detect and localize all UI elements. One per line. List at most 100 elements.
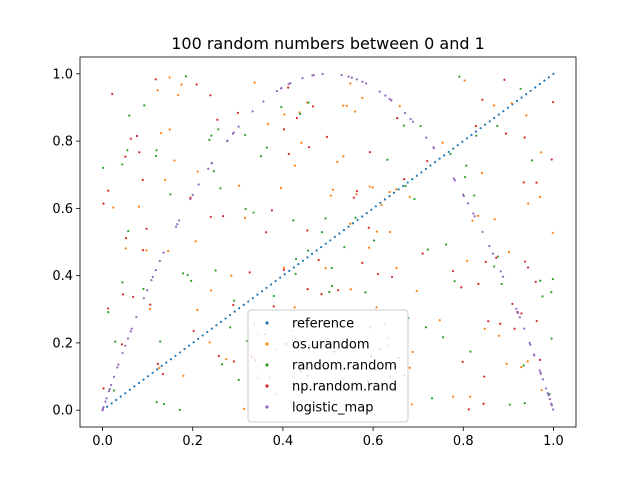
data-point-reference [361, 215, 364, 218]
data-point-random.random [531, 159, 534, 162]
data-point-np.random.rand [161, 372, 165, 376]
data-point-os.urandom [243, 216, 247, 219]
data-point-random.random [475, 134, 478, 137]
data-point-np.random.rand [156, 362, 159, 365]
data-point-reference [520, 96, 523, 99]
data-point-random.random [343, 246, 346, 249]
data-point-np.random.rand [222, 215, 225, 218]
data-point-np.random.rand [523, 260, 527, 263]
data-point-os.urandom [345, 104, 348, 107]
data-point-random.random [324, 217, 327, 220]
data-point-reference [269, 283, 273, 286]
data-point-np.random.rand [355, 190, 359, 193]
data-point-os.urandom [538, 195, 542, 199]
data-point-reference [320, 246, 323, 249]
data-point-np.random.rand [141, 248, 145, 252]
data-point-random.random [469, 350, 472, 353]
data-point-os.urandom [493, 218, 496, 221]
data-point-os.urandom [510, 102, 513, 105]
data-point-random.random [465, 164, 468, 167]
x-tick-label: 0.2 [182, 434, 203, 449]
data-point-os.urandom [349, 82, 352, 85]
data-point-os.urandom [415, 289, 418, 293]
data-point-os.urandom [408, 366, 411, 369]
data-point-logistic_map [151, 275, 154, 279]
data-point-reference [538, 82, 541, 86]
data-point-reference [447, 150, 450, 154]
data-point-random.random [114, 340, 117, 343]
data-point-np.random.rand [132, 295, 135, 298]
data-point-logistic_map [162, 251, 165, 254]
axis-ticks: 0.0 0.2 0.4 0.6 0.8 1.0 0.0 0.2 0.4 0.6 0.8 1.0 [52, 67, 563, 449]
data-point-random.random [449, 152, 452, 156]
data-point-os.urandom [353, 110, 357, 113]
data-point-reference [292, 266, 295, 269]
data-point-os.urandom [367, 246, 371, 249]
data-point-logistic_map [311, 74, 314, 77]
data-point-np.random.rand [520, 312, 523, 315]
data-point-random.random [307, 101, 310, 104]
data-point-logistic_map [287, 82, 290, 86]
data-point-reference [506, 106, 510, 109]
legend-label-np.random.rand: np.random.rand [292, 380, 397, 395]
data-point-reference [192, 341, 195, 344]
data-point-logistic_map [117, 363, 120, 366]
legend: reference os.urandom random.random np.rando… [247, 309, 409, 423]
data-point-random.random [523, 402, 526, 405]
data-point-reference [210, 327, 213, 330]
x-tick-label: 0.8 [453, 434, 474, 449]
data-point-reference [165, 361, 168, 364]
data-point-random.random [121, 281, 124, 284]
data-point-os.urandom [196, 170, 199, 173]
data-point-logistic_map [189, 198, 192, 201]
data-point-logistic_map [124, 344, 127, 347]
data-point-logistic_map [425, 136, 428, 139]
data-point-os.urandom [398, 105, 401, 108]
data-point-np.random.rand [390, 275, 394, 279]
data-point-logistic_map [550, 402, 553, 405]
data-point-logistic_map [518, 316, 521, 319]
data-point-logistic_map [515, 307, 518, 310]
data-point-logistic_map [411, 120, 415, 123]
data-point-os.urandom [282, 266, 286, 269]
data-point-reference [502, 110, 505, 113]
data-point-os.urandom [395, 266, 398, 270]
data-point-random.random [169, 193, 172, 196]
y-tick-label: 0.8 [52, 135, 73, 150]
data-point-reference [411, 178, 414, 181]
data-point-reference [301, 259, 305, 262]
data-point-random.random [220, 363, 224, 366]
data-point-os.urandom [349, 222, 352, 225]
data-point-random.random [102, 166, 105, 169]
data-point-np.random.rand [102, 387, 105, 390]
data-point-reference [515, 99, 519, 103]
data-point-logistic_map [102, 406, 105, 409]
data-point-logistic_map [158, 259, 161, 263]
data-point-reference [201, 334, 204, 337]
data-point-os.urandom [477, 214, 480, 217]
data-point-os.urandom [164, 178, 167, 181]
data-point-np.random.rand [192, 329, 195, 333]
data-point-random.random [500, 282, 503, 286]
data-point-logistic_map [301, 77, 304, 80]
data-point-reference [474, 130, 478, 133]
data-point-os.urandom [238, 184, 241, 187]
data-point-reference [119, 395, 122, 398]
data-point-os.urandom [159, 131, 163, 135]
data-point-logistic_map [538, 369, 541, 372]
data-point-random.random [181, 272, 185, 275]
x-tick-label: 0.0 [92, 434, 113, 449]
data-point-logistic_map [262, 100, 265, 103]
data-point-logistic_map [472, 212, 475, 215]
data-point-logistic_map [121, 351, 124, 355]
data-point-np.random.rand [306, 288, 309, 291]
data-point-random.random [404, 185, 407, 188]
data-point-np.random.rand [232, 303, 235, 307]
data-point-random.random [237, 378, 240, 381]
data-point-random.random [259, 155, 263, 158]
data-point-random.random [214, 269, 217, 272]
data-point-np.random.rand [282, 128, 286, 131]
data-point-random.random [464, 176, 467, 179]
y-tick-label: 0.4 [52, 269, 73, 284]
data-point-os.urandom [388, 230, 392, 234]
